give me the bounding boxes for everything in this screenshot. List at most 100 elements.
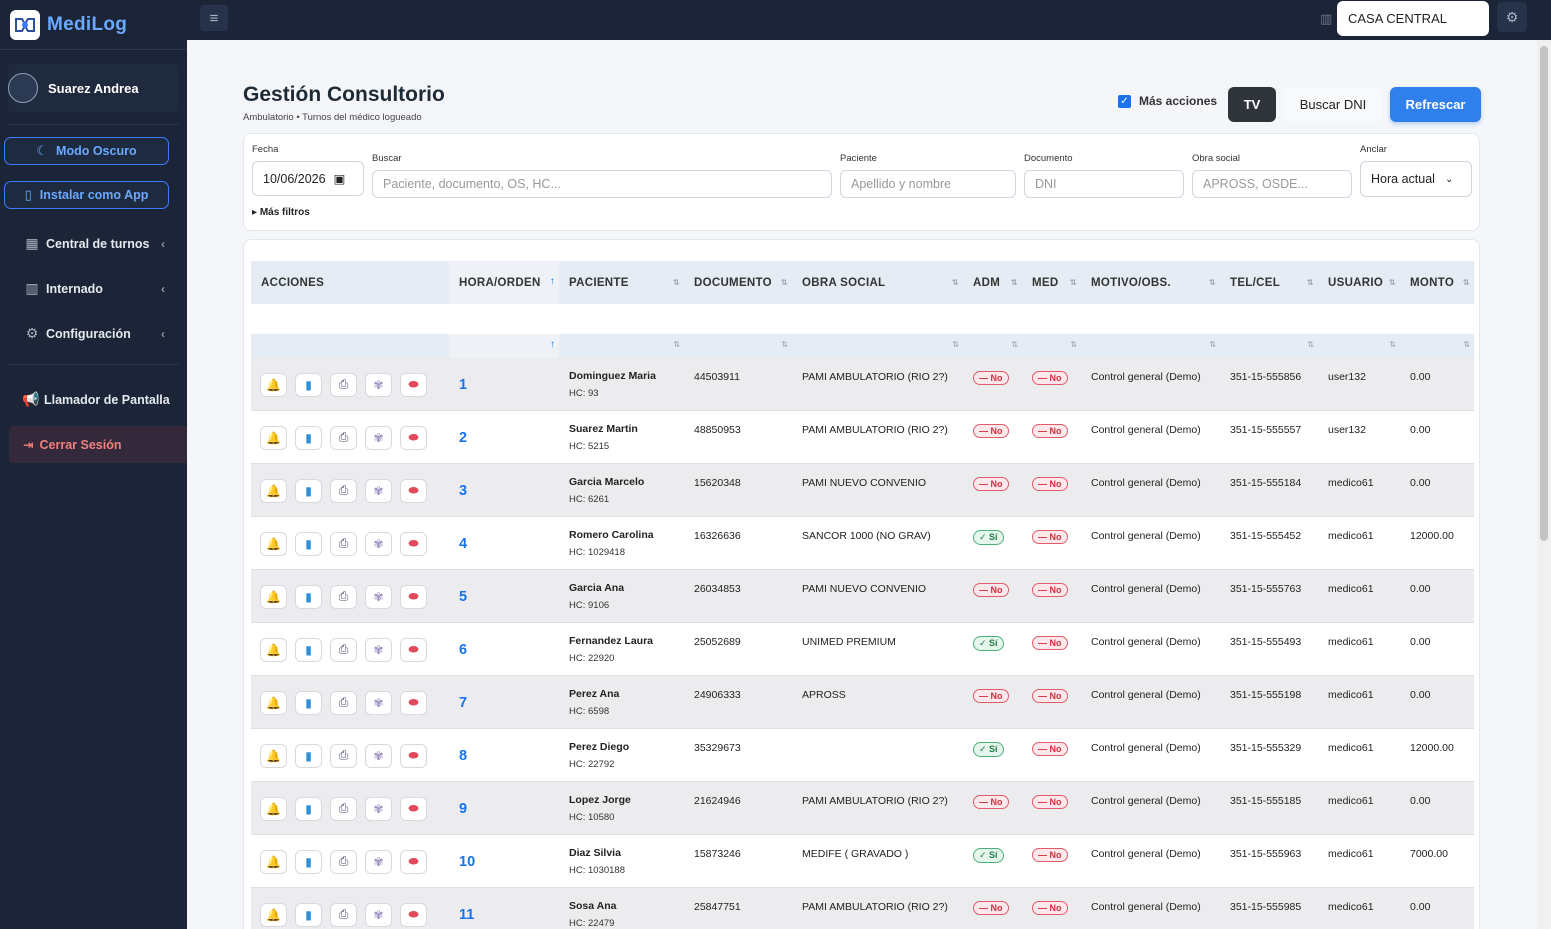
order-number[interactable]: 10 <box>459 853 476 870</box>
sidebar-item-central-turnos[interactable]: ▦ Central de turnos ‹ <box>0 221 187 266</box>
prescription-pill-icon[interactable]: ⬬ <box>400 796 427 821</box>
column-header[interactable]: USUARIO ⇅ <box>1328 276 1396 289</box>
more-filters-toggle[interactable]: ▸ Más filtros <box>252 207 310 218</box>
order-number[interactable]: 7 <box>459 694 468 711</box>
prescription-pill-icon[interactable]: ⬬ <box>400 584 427 609</box>
call-patient-bell-icon[interactable]: 🔔 <box>260 902 287 927</box>
print-icon[interactable]: ⎙ <box>330 531 357 556</box>
prescription-pill-icon[interactable]: ⬬ <box>400 372 427 397</box>
call-patient-bell-icon[interactable]: 🔔 <box>260 637 287 662</box>
order-number[interactable]: 1 <box>459 376 468 393</box>
print-icon[interactable]: ⎙ <box>330 478 357 503</box>
table-row[interactable]: 🔔 ▮ ⎙ ✾ ⬬ 2 Suarez Martin HC: 5215 48850953 PAMI … <box>251 411 1474 464</box>
call-patient-bell-icon[interactable]: 🔔 <box>260 796 287 821</box>
tooth-icon[interactable]: ✾ <box>365 372 392 397</box>
prescription-pill-icon[interactable]: ⬬ <box>400 849 427 874</box>
tooth-icon[interactable]: ✾ <box>365 425 392 450</box>
health-insurance-input[interactable]: APROSS, OSDE... <box>1192 170 1352 198</box>
table-row[interactable]: 🔔 ▮ ⎙ ✾ ⬬ 8 Perez Diego HC: 22792 35329673 ✓ Sí — … <box>251 729 1474 782</box>
print-icon[interactable]: ⎙ <box>330 425 357 450</box>
table-row[interactable]: 🔔 ▮ ⎙ ✾ ⬬ 4 Romero Carolina HC: 1029418 16326636… <box>251 517 1474 570</box>
filter-cell[interactable]: ⇅ <box>1400 334 1474 358</box>
table-row[interactable]: 🔔 ▮ ⎙ ✾ ⬬ 1 Dominguez Maria HC: 93 44503911 PAMI … <box>251 358 1474 411</box>
dark-mode-button[interactable]: ☾ Modo Oscuro <box>4 137 169 165</box>
print-icon[interactable]: ⎙ <box>330 796 357 821</box>
tooth-icon[interactable]: ✾ <box>365 478 392 503</box>
clinical-record-book-icon[interactable]: ▮ <box>295 637 322 662</box>
clinical-record-book-icon[interactable]: ▮ <box>295 478 322 503</box>
user-settings-icon[interactable]: ⚙ <box>1497 2 1527 32</box>
install-app-button[interactable]: ▯ Instalar como App <box>4 181 169 209</box>
column-header[interactable]: MOTIVO/OBS. ⇅ <box>1091 276 1216 289</box>
clinical-record-book-icon[interactable]: ▮ <box>295 690 322 715</box>
anchor-select[interactable]: Hora actual ⌄ <box>1360 161 1472 197</box>
table-row[interactable]: 🔔 ▮ ⎙ ✾ ⬬ 3 Garcia Marcelo HC: 6261 15620348 PAMI… <box>251 464 1474 517</box>
table-row[interactable]: 🔔 ▮ ⎙ ✾ ⬬ 9 Lopez Jorge HC: 10580 21624946 PAMI A… <box>251 782 1474 835</box>
clinical-record-book-icon[interactable]: ▮ <box>295 531 322 556</box>
order-number[interactable]: 11 <box>459 906 475 923</box>
order-number[interactable]: 9 <box>459 800 468 817</box>
refresh-button[interactable]: Refrescar <box>1390 87 1481 122</box>
call-patient-bell-icon[interactable]: 🔔 <box>260 584 287 609</box>
clinical-record-book-icon[interactable]: ▮ <box>295 743 322 768</box>
filter-cell[interactable]: ⇅ <box>963 334 1022 358</box>
tooth-icon[interactable]: ✾ <box>365 796 392 821</box>
print-icon[interactable]: ⎙ <box>330 372 357 397</box>
prescription-pill-icon[interactable]: ⬬ <box>400 478 427 503</box>
brand[interactable]: MediLog <box>0 0 187 50</box>
order-number[interactable]: 3 <box>459 482 468 499</box>
clinical-record-book-icon[interactable]: ▮ <box>295 372 322 397</box>
clinical-record-book-icon[interactable]: ▮ <box>295 849 322 874</box>
document-input[interactable]: DNI <box>1024 170 1184 198</box>
clinical-record-book-icon[interactable]: ▮ <box>295 902 322 927</box>
call-patient-bell-icon[interactable]: 🔔 <box>260 531 287 556</box>
logout-button[interactable]: ⇥ Cerrar Sesión <box>9 426 187 463</box>
prescription-pill-icon[interactable]: ⬬ <box>400 690 427 715</box>
tv-button[interactable]: TV <box>1228 87 1276 122</box>
more-actions-checkbox[interactable]: ✓ Más acciones <box>1118 94 1217 108</box>
print-icon[interactable]: ⎙ <box>330 902 357 927</box>
filter-cell[interactable]: ⇅ <box>1022 334 1081 358</box>
tooth-icon[interactable]: ✾ <box>365 743 392 768</box>
order-number[interactable]: 5 <box>459 588 468 605</box>
column-header[interactable]: TEL/CEL ⇅ <box>1230 276 1314 289</box>
column-header[interactable]: PACIENTE ⇅ <box>569 276 680 289</box>
clinical-record-book-icon[interactable]: ▮ <box>295 584 322 609</box>
call-patient-bell-icon[interactable]: 🔔 <box>260 849 287 874</box>
date-input[interactable]: 10/06/2026 ▣ <box>252 161 364 196</box>
table-row[interactable]: 🔔 ▮ ⎙ ✾ ⬬ 7 Perez Ana HC: 6598 24906333 APROSS — N… <box>251 676 1474 729</box>
order-number[interactable]: 4 <box>459 535 468 552</box>
print-icon[interactable]: ⎙ <box>330 849 357 874</box>
tooth-icon[interactable]: ✾ <box>365 584 392 609</box>
patient-input[interactable]: Apellido y nombre <box>840 170 1016 198</box>
filter-cell[interactable]: ⇅ <box>559 334 684 358</box>
table-row[interactable]: 🔔 ▮ ⎙ ✾ ⬬ 5 Garcia Ana HC: 9106 26034853 PAMI NUE… <box>251 570 1474 623</box>
branch-selector[interactable]: CASA CENTRAL <box>1337 1 1489 36</box>
prescription-pill-icon[interactable]: ⬬ <box>400 902 427 927</box>
prescription-pill-icon[interactable]: ⬬ <box>400 531 427 556</box>
column-header[interactable]: DOCUMENTO ⇅ <box>694 276 788 289</box>
print-icon[interactable]: ⎙ <box>330 690 357 715</box>
filter-cell[interactable]: ⇅ <box>1220 334 1318 358</box>
filter-cell[interactable]: ⇅ <box>1318 334 1400 358</box>
call-patient-bell-icon[interactable]: 🔔 <box>260 690 287 715</box>
tooth-icon[interactable]: ✾ <box>365 531 392 556</box>
search-dni-button[interactable]: Buscar DNI <box>1284 87 1382 122</box>
column-header-sorted[interactable]: HORA/ORDEN ↑ <box>449 261 559 304</box>
tooth-icon[interactable]: ✾ <box>365 690 392 715</box>
tooth-icon[interactable]: ✾ <box>365 849 392 874</box>
filter-cell[interactable]: ⇅ <box>1081 334 1220 358</box>
column-header[interactable]: ADM ⇅ <box>973 276 1018 289</box>
call-patient-bell-icon[interactable]: 🔔 <box>260 743 287 768</box>
column-header[interactable]: MED ⇅ <box>1032 276 1077 289</box>
order-number[interactable]: 2 <box>459 429 468 446</box>
column-header[interactable]: OBRA SOCIAL ⇅ <box>802 276 959 289</box>
call-patient-bell-icon[interactable]: 🔔 <box>260 425 287 450</box>
checkbox-checked-icon[interactable]: ✓ <box>1118 94 1131 108</box>
clinical-record-book-icon[interactable]: ▮ <box>295 796 322 821</box>
filter-cell[interactable]: ⇅ <box>792 334 963 358</box>
table-row[interactable]: 🔔 ▮ ⎙ ✾ ⬬ 11 Sosa Ana HC: 22479 25847751 PAMI AMB… <box>251 888 1474 929</box>
sidebar-item-internado[interactable]: ▥ Internado ‹ <box>0 266 187 311</box>
prescription-pill-icon[interactable]: ⬬ <box>400 743 427 768</box>
prescription-pill-icon[interactable]: ⬬ <box>400 425 427 450</box>
